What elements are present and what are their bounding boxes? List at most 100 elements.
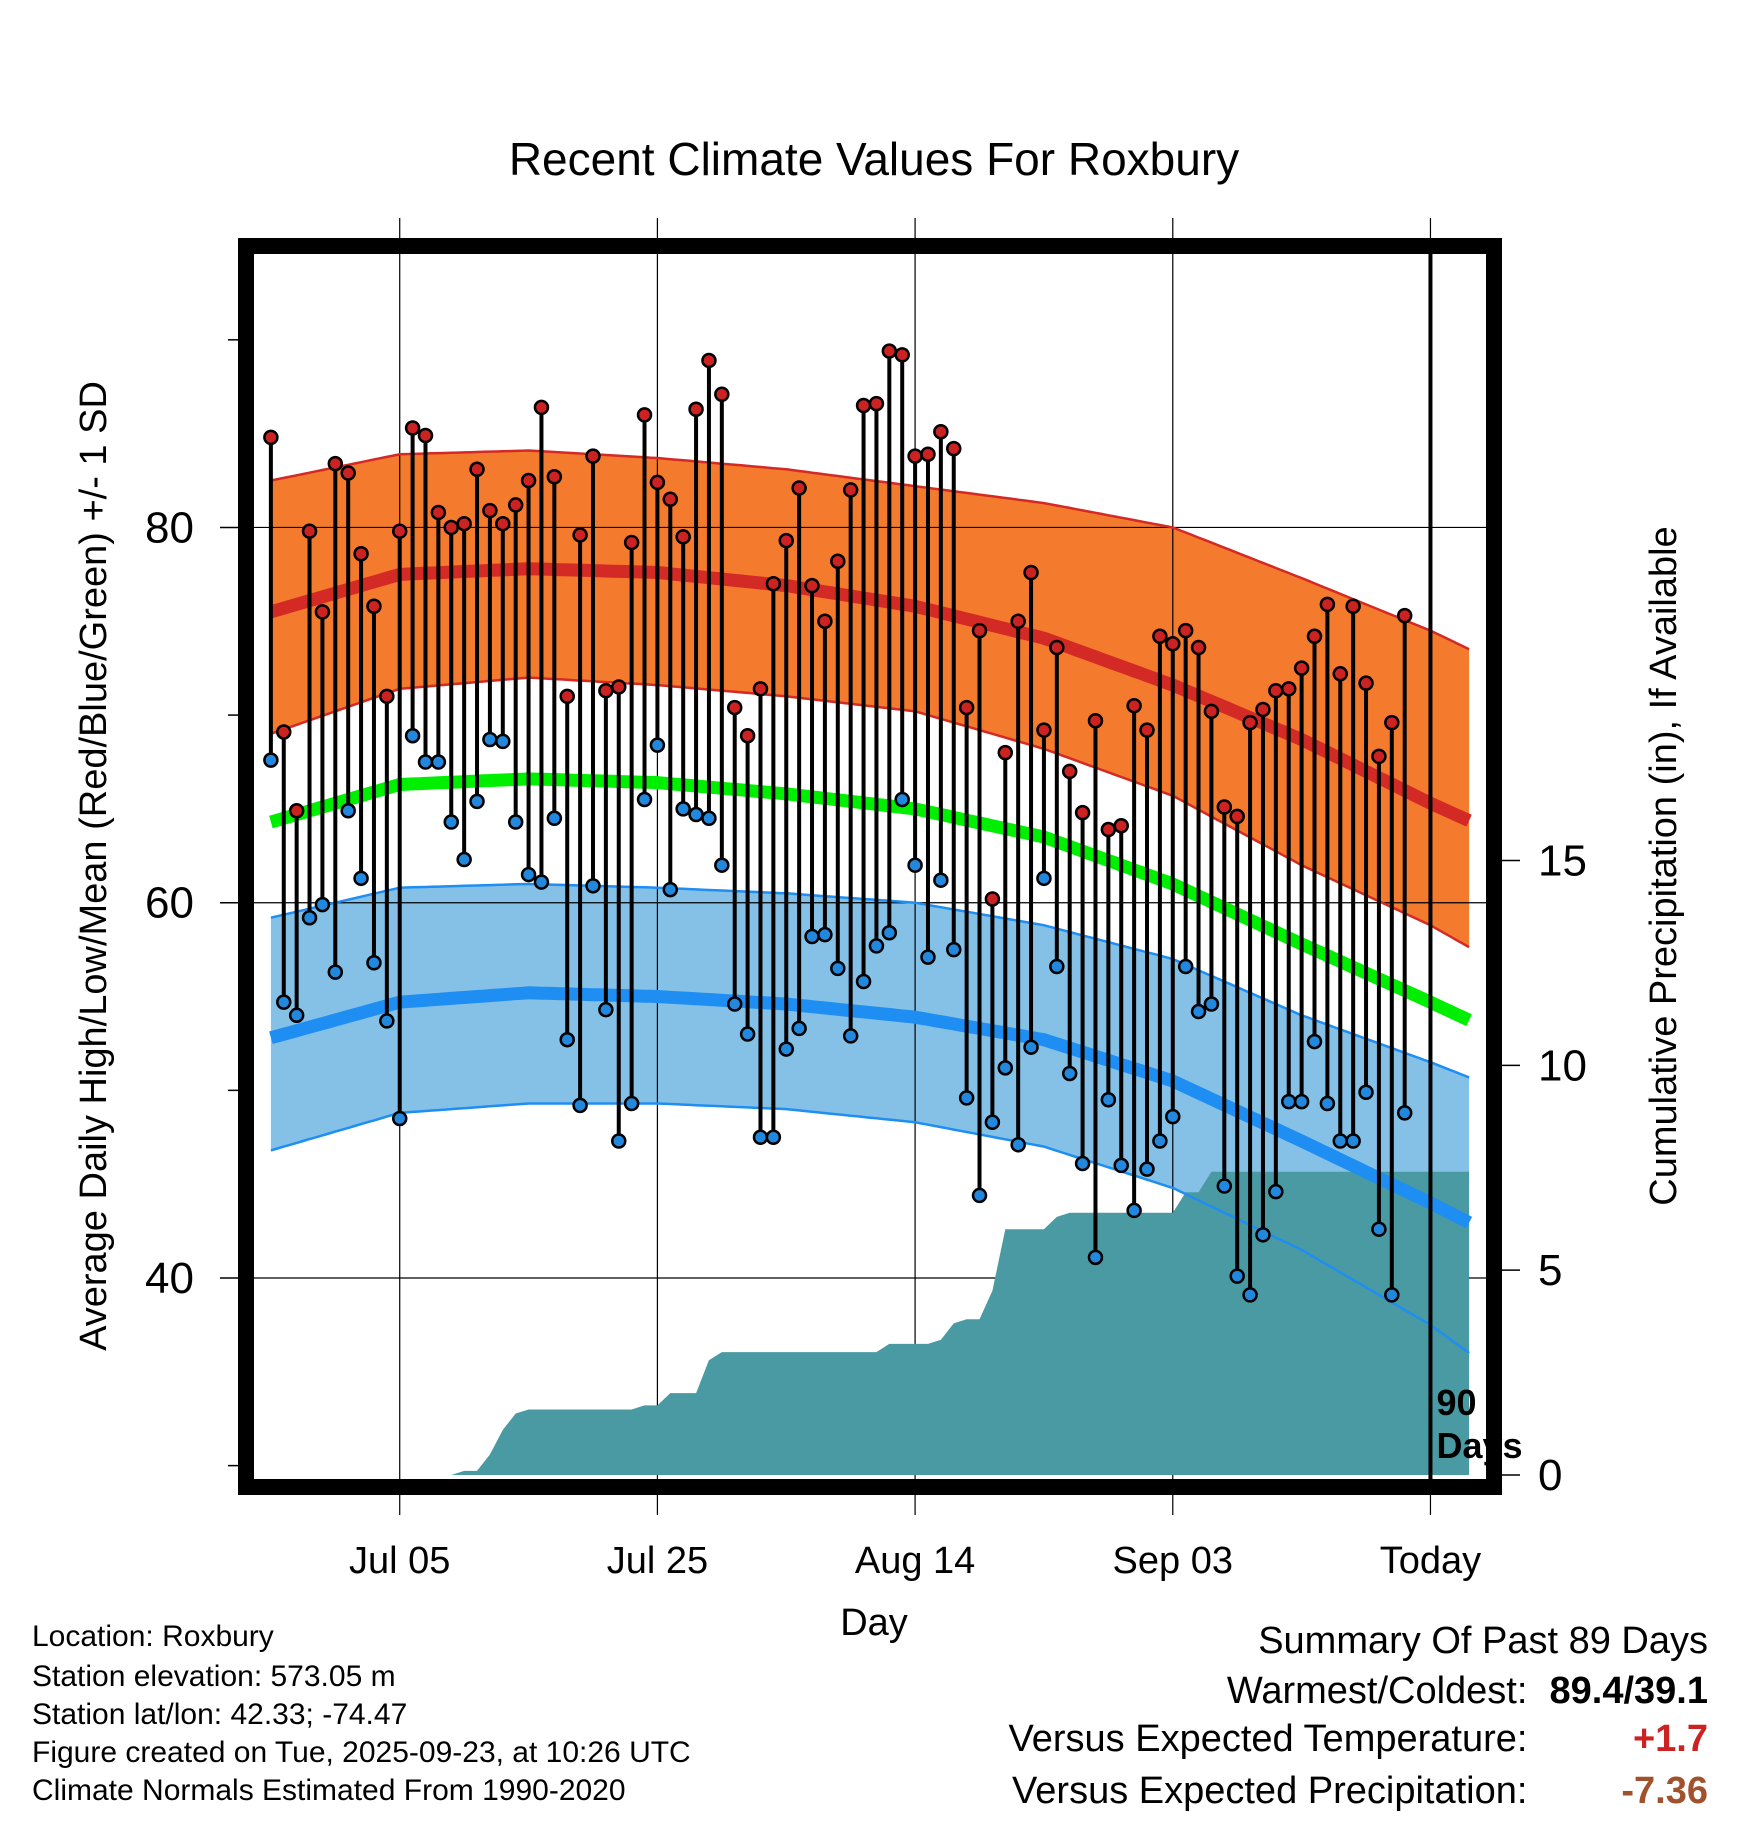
daily-high-point <box>366 598 382 615</box>
window-label-days: Days <box>1436 1425 1522 1466</box>
x-tick-label: Today <box>1380 1540 1481 1582</box>
daily-high-point <box>920 446 936 463</box>
daily-low-point <box>997 1060 1014 1076</box>
daily-low-point <box>520 866 537 883</box>
daily-low-point <box>701 810 717 827</box>
summary-warm-cold: Warmest/Coldest: 89.4/39.1 <box>1227 1670 1708 1713</box>
daily-high-point <box>1177 622 1194 639</box>
daily-low-point <box>340 803 356 819</box>
summary-precip-value: -7.36 <box>1621 1770 1708 1812</box>
daily-high-point <box>1113 818 1129 834</box>
summary-temp-value: +1.7 <box>1632 1718 1708 1760</box>
daily-low-point <box>1087 1249 1104 1266</box>
daily-high-point <box>379 688 395 705</box>
daily-low-point <box>495 733 511 750</box>
daily-low-point <box>1306 1033 1323 1050</box>
daily-low-point <box>379 1013 395 1029</box>
y-right-tick-label: 15 <box>1538 837 1587 886</box>
daily-low-point <box>507 814 524 830</box>
daily-high-point <box>1358 675 1374 691</box>
daily-high-point <box>1371 748 1387 765</box>
daily-high-point <box>430 504 447 521</box>
daily-low-point <box>688 806 704 823</box>
daily-low-point <box>726 996 743 1012</box>
daily-high-point <box>1061 763 1078 780</box>
x-tick-label: Jul 25 <box>607 1540 708 1582</box>
daily-low-point <box>1074 1155 1091 1172</box>
daily-high-point <box>1152 628 1168 645</box>
daily-low-point <box>1345 1133 1361 1149</box>
daily-high-point <box>739 727 756 744</box>
daily-high-point <box>585 448 601 464</box>
daily-high-point <box>933 424 949 440</box>
daily-low-point <box>1255 1227 1271 1243</box>
daily-high-point <box>598 682 614 699</box>
cumulative-precip-area <box>451 1171 1470 1475</box>
daily-low-point <box>817 926 833 943</box>
daily-high-point <box>443 519 460 536</box>
daily-low-point <box>1113 1157 1129 1174</box>
daily-low-point <box>404 727 421 744</box>
daily-low-point <box>263 752 279 768</box>
daily-low-point <box>1203 996 1220 1012</box>
footer-location: Location: Roxbury <box>32 1620 274 1653</box>
daily-low-point <box>739 1026 756 1042</box>
daily-high-point <box>1165 636 1181 652</box>
window-label-count: 90 <box>1436 1382 1476 1423</box>
daily-high-point <box>1126 697 1142 714</box>
daily-high-point <box>1332 666 1349 682</box>
daily-high-point <box>997 744 1014 761</box>
daily-high-point <box>804 577 820 594</box>
daily-high-point <box>276 724 292 740</box>
daily-high-point <box>830 553 846 569</box>
normal-mean-line <box>269 772 1472 1027</box>
high-lower-sd-line <box>270 676 1470 949</box>
daily-low-point <box>881 924 898 941</box>
footer-latlon: Station lat/lon: 42.33; -74.47 <box>32 1698 408 1731</box>
daily-high-point <box>894 347 910 363</box>
daily-low-point <box>1332 1133 1349 1149</box>
daily-low-point <box>945 941 962 958</box>
daily-low-point <box>714 857 730 873</box>
daily-high-point <box>1010 613 1026 630</box>
summary-title: Summary Of Past 89 Days <box>1258 1620 1708 1662</box>
normal-high-line <box>269 562 1472 827</box>
daily-high-point <box>546 469 563 485</box>
daily-low-point <box>636 791 653 808</box>
daily-high-point <box>817 613 833 630</box>
daily-high-point <box>765 575 782 592</box>
daily-high-point <box>971 622 988 639</box>
daily-low-point <box>288 1007 305 1024</box>
daily-low-point <box>920 949 936 965</box>
summary-precip-label: Versus Expected Precipitation: <box>1012 1770 1528 1812</box>
daily-low-point <box>353 870 369 887</box>
daily-low-point <box>765 1129 782 1146</box>
daily-high-point <box>391 523 408 539</box>
daily-low-point <box>1229 1268 1245 1284</box>
daily-high-point <box>1036 722 1052 738</box>
daily-low-point <box>830 960 846 977</box>
daily-high-point <box>469 461 485 478</box>
footer-created: Figure created on Tue, 2025-09-23, at 10… <box>32 1736 691 1769</box>
daily-low-point <box>855 973 872 990</box>
daily-low-point <box>675 801 691 817</box>
x-tick-label: Aug 14 <box>855 1540 975 1582</box>
daily-high-point <box>1074 804 1091 821</box>
daily-low-point <box>391 1110 408 1127</box>
daily-high-point <box>1087 712 1104 729</box>
daily-high-point <box>1203 703 1220 720</box>
daily-high-point <box>842 482 859 498</box>
daily-low-point <box>1371 1221 1387 1237</box>
daily-high-point <box>855 397 872 414</box>
daily-high-point <box>1345 598 1361 615</box>
daily-high-point <box>675 529 691 545</box>
daily-high-point <box>611 679 627 695</box>
daily-high-point <box>456 515 472 532</box>
daily-high-point <box>572 527 588 543</box>
daily-low-point <box>623 1095 640 1112</box>
daily-high-point <box>791 480 807 496</box>
daily-low-point <box>572 1097 588 1114</box>
low-sd-band <box>270 884 1470 1353</box>
daily-low-point <box>1280 1093 1297 1110</box>
